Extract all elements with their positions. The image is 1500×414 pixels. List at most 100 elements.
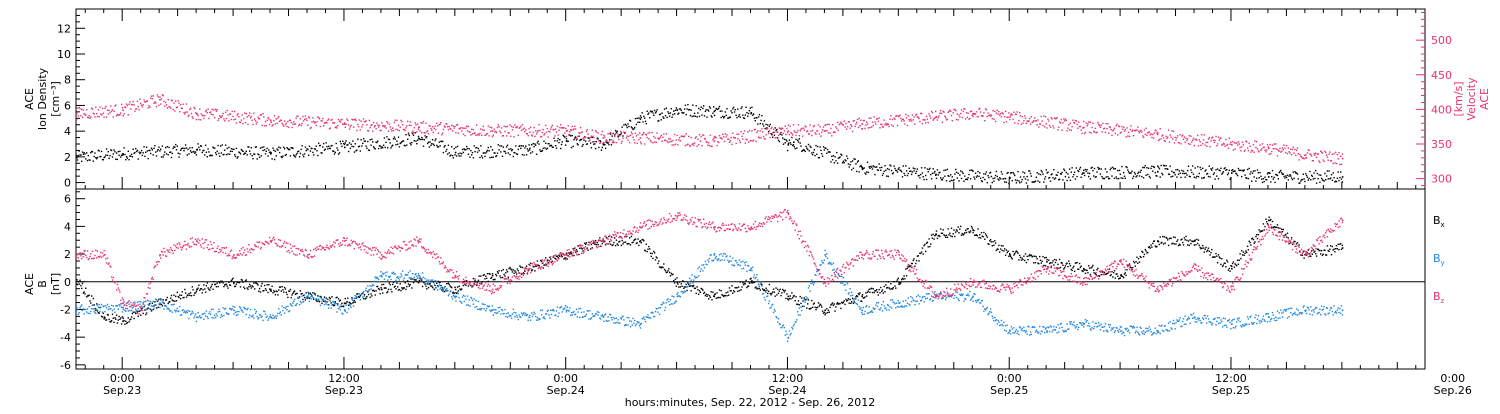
data-point	[1323, 161, 1324, 162]
data-point	[745, 280, 746, 281]
data-point	[847, 126, 848, 127]
data-point	[247, 124, 248, 125]
data-point	[508, 152, 509, 153]
data-point	[1272, 221, 1273, 222]
data-point	[286, 294, 287, 295]
data-point	[789, 140, 790, 141]
data-point	[389, 282, 390, 283]
data-point	[594, 143, 595, 144]
data-point	[943, 229, 944, 230]
data-point	[161, 304, 162, 305]
data-point	[473, 129, 474, 130]
data-point	[1021, 124, 1022, 125]
data-point	[880, 287, 881, 288]
data-point	[1065, 265, 1066, 266]
data-point	[1229, 271, 1230, 272]
data-point	[295, 123, 296, 124]
data-point	[163, 156, 164, 157]
data-point	[326, 301, 327, 302]
data-point	[177, 292, 178, 293]
data-point	[1186, 240, 1187, 241]
data-point	[338, 119, 339, 120]
data-point	[1029, 170, 1030, 171]
data-point	[846, 155, 847, 156]
data-point	[856, 122, 857, 123]
data-point	[1051, 173, 1052, 174]
data-point	[1165, 141, 1166, 142]
data-point	[401, 287, 402, 288]
data-point	[953, 229, 954, 230]
data-point	[1022, 122, 1023, 123]
data-point	[895, 288, 896, 289]
data-point	[941, 113, 942, 114]
data-point	[615, 245, 616, 246]
data-point	[1216, 256, 1217, 257]
data-point	[958, 173, 959, 174]
data-point	[726, 134, 727, 135]
data-point	[1217, 168, 1218, 169]
data-point	[249, 150, 250, 151]
data-point	[1237, 260, 1238, 261]
data-point	[196, 291, 197, 292]
data-point	[249, 284, 250, 285]
top-right-tick-label: 400	[1431, 103, 1452, 116]
data-point	[1113, 129, 1114, 130]
data-point	[405, 130, 406, 131]
data-point	[275, 151, 276, 152]
data-point	[508, 277, 509, 278]
data-point	[302, 299, 303, 300]
data-point	[86, 109, 87, 110]
data-point	[526, 266, 527, 267]
data-point	[1291, 237, 1292, 238]
data-point	[1061, 119, 1062, 120]
data-point	[914, 168, 915, 169]
data-point	[336, 143, 337, 144]
data-point	[1288, 179, 1289, 180]
data-point	[706, 142, 707, 143]
data-point	[381, 284, 382, 285]
data-point	[959, 116, 960, 117]
data-point	[1101, 168, 1102, 169]
data-point	[673, 280, 674, 281]
data-point	[272, 148, 273, 149]
data-point	[1145, 250, 1146, 251]
data-point	[261, 283, 262, 284]
data-point	[488, 125, 489, 126]
data-point	[1281, 172, 1282, 173]
data-point	[884, 171, 885, 172]
data-point	[594, 141, 595, 142]
data-point	[906, 275, 907, 276]
data-point	[104, 156, 105, 157]
data-point	[874, 121, 875, 122]
data-point	[1313, 160, 1314, 161]
data-point	[913, 167, 914, 168]
data-point	[168, 303, 169, 304]
data-point	[1224, 146, 1225, 147]
data-point	[578, 254, 579, 255]
data-point	[266, 290, 267, 291]
data-point	[1159, 168, 1160, 169]
data-point	[484, 130, 485, 131]
anchor-point	[344, 147, 346, 149]
data-point	[1249, 143, 1250, 144]
data-point	[254, 118, 255, 119]
data-point	[359, 146, 360, 147]
data-point	[1027, 179, 1028, 180]
data-point	[726, 108, 727, 109]
data-point	[182, 108, 183, 109]
data-point	[812, 130, 813, 131]
data-point	[839, 303, 840, 304]
data-point	[685, 105, 686, 106]
data-point	[262, 113, 263, 114]
data-point	[926, 179, 927, 180]
data-point	[858, 160, 859, 161]
data-point	[611, 139, 612, 140]
data-point	[853, 303, 854, 304]
data-point	[547, 259, 548, 260]
data-point	[372, 131, 373, 132]
data-point	[855, 163, 856, 164]
data-point	[236, 148, 237, 149]
data-point	[1288, 176, 1289, 177]
data-point	[456, 155, 457, 156]
data-point	[999, 251, 1000, 252]
